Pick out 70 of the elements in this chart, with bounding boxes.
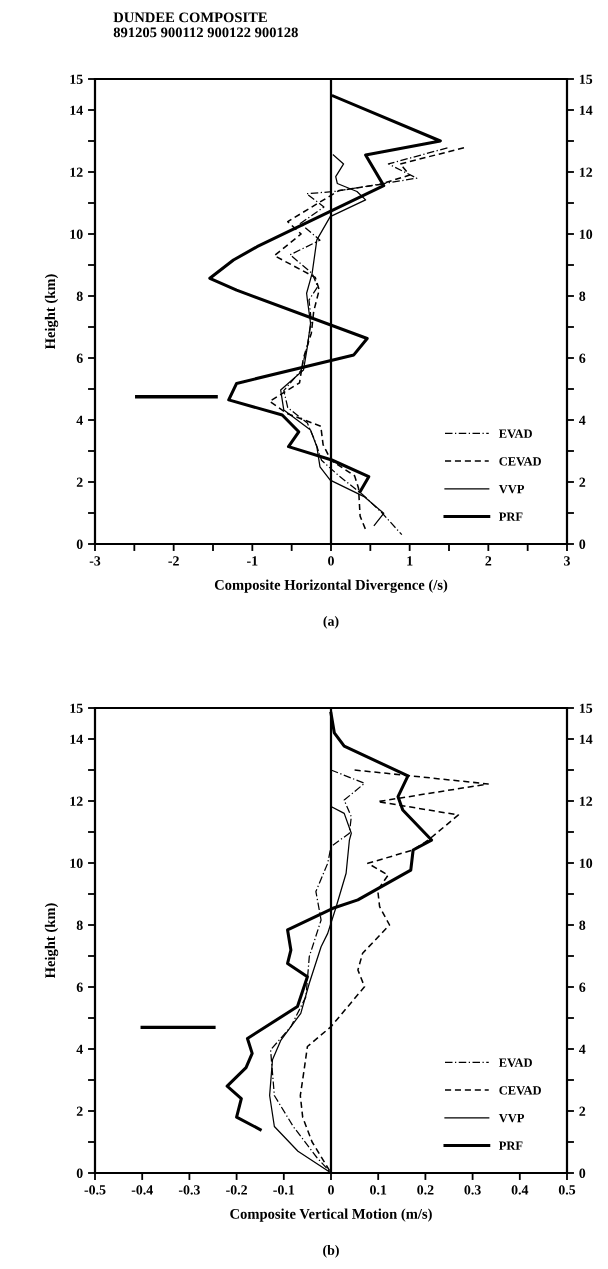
y2-tick-label: 8 — [579, 920, 586, 930]
x-axis-title: Composite Horizontal Divergence (/s) — [214, 579, 448, 593]
legend-label: PRF — [498, 1141, 523, 1150]
y-tick-label: 6 — [76, 982, 83, 992]
y2-tick-label: 14 — [579, 734, 593, 744]
y-tick-label: 0 — [76, 539, 83, 549]
y-tick-label: 12 — [70, 167, 83, 177]
chart-subtitle: 891205 900112 900122 900128 — [113, 27, 298, 38]
y-tick-label: 12 — [70, 796, 83, 806]
text: (a) — [323, 616, 339, 629]
legend-label: EVAD — [498, 429, 532, 438]
x-axis-title: Composite Vertical Motion (m/s) — [230, 1208, 432, 1222]
y2-tick-label: 8 — [579, 291, 586, 301]
text: (b) — [323, 1245, 339, 1258]
x-tick-label: -1 — [247, 556, 258, 566]
y-tick-label: 6 — [76, 353, 83, 363]
x-tick-label: -3 — [89, 556, 101, 566]
x-tick-label: 1 — [407, 556, 413, 566]
x-tick-label: -0.5 — [84, 1185, 106, 1195]
y2-tick-label: 4 — [579, 1044, 586, 1054]
x-tick-label: -0.4 — [131, 1185, 153, 1195]
y2-tick-label: 10 — [579, 229, 593, 239]
x-tick-label: 0 — [328, 556, 334, 566]
y-axis-title: Height (km) — [44, 274, 59, 350]
y-tick-label: 2 — [76, 1106, 83, 1116]
y2-tick-label: 10 — [579, 858, 593, 868]
x-tick-label: 0.4 — [511, 1185, 529, 1195]
x-tick-label: 3 — [564, 556, 570, 566]
x-tick-label: -2 — [168, 556, 179, 566]
y2-tick-label: 2 — [579, 1106, 586, 1116]
y2-tick-label: 14 — [579, 105, 593, 115]
y2-tick-label: 4 — [579, 415, 586, 425]
x-tick-label: -0.2 — [226, 1185, 247, 1195]
legend-label: CEVAD — [499, 1086, 541, 1095]
y-tick-label: 14 — [70, 734, 83, 744]
y2-tick-label: 0 — [579, 1168, 586, 1178]
y-tick-label: 4 — [76, 1044, 83, 1054]
x-tick-label: 2 — [485, 556, 492, 566]
y-tick-label: 10 — [70, 858, 83, 868]
y2-tick-label: 12 — [579, 796, 593, 806]
legend-label: VVP — [498, 1113, 525, 1123]
y-tick-label: 10 — [70, 229, 83, 239]
legend-label: VVP — [498, 484, 525, 494]
y-tick-label: 8 — [76, 291, 83, 301]
y-axis-title: Height (km) — [44, 903, 59, 979]
y-tick-label: 15 — [70, 703, 83, 713]
y2-tick-label: 15 — [579, 703, 593, 713]
legend-label: EVAD — [498, 1058, 532, 1067]
x-tick-label: -0.1 — [273, 1185, 295, 1195]
y-tick-label: 8 — [76, 920, 83, 930]
y2-tick-label: 12 — [579, 167, 593, 177]
legend-label: PRF — [498, 512, 523, 521]
x-tick-label: 0.1 — [370, 1185, 387, 1195]
x-tick-label: 0 — [328, 1185, 334, 1195]
chart-title: DUNDEE COMPOSITE — [113, 12, 267, 23]
y2-tick-label: 6 — [579, 353, 586, 363]
y2-tick-label: 2 — [579, 477, 586, 487]
legend-label: CEVAD — [499, 457, 541, 466]
x-tick-label: 0.2 — [417, 1185, 434, 1195]
y-tick-label: 0 — [76, 1168, 83, 1178]
y-tick-label: 14 — [70, 105, 83, 115]
x-tick-label: -0.3 — [178, 1185, 200, 1195]
x-tick-label: 0.3 — [464, 1185, 481, 1195]
x-tick-label: 0.5 — [558, 1185, 576, 1195]
y-tick-label: 15 — [70, 74, 83, 84]
y2-tick-label: 6 — [579, 982, 586, 992]
y2-tick-label: 15 — [579, 74, 593, 84]
y-tick-label: 4 — [76, 415, 83, 425]
y2-tick-label: 0 — [579, 539, 586, 549]
y-tick-label: 2 — [76, 477, 83, 487]
